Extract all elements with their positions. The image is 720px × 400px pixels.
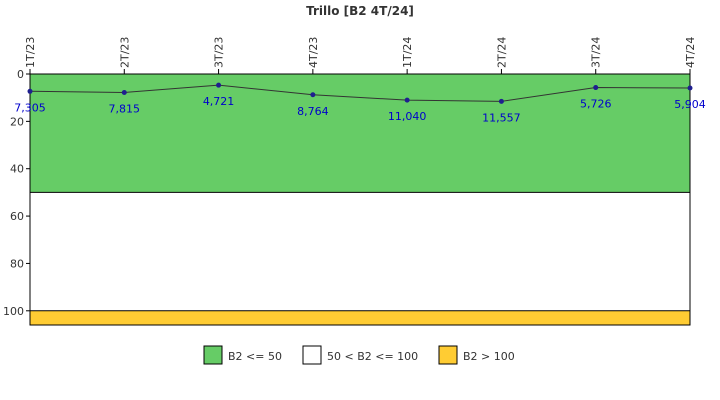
data-label: 7,305 <box>14 101 46 114</box>
x-tick-label: 4T/24 <box>684 37 697 68</box>
data-point <box>27 88 33 94</box>
band-1 <box>30 192 690 311</box>
legend-swatch <box>302 345 322 365</box>
x-tick-label: 3T/24 <box>590 37 603 68</box>
data-point <box>498 98 504 104</box>
y-axis: 0 20 40 60 80 100 <box>3 68 30 318</box>
y-tick-label: 20 <box>10 115 24 128</box>
band-2 <box>30 310 690 325</box>
legend: B2 <= 50 50 < B2 <= 100 B2 > 100 <box>203 345 515 365</box>
x-tick-label: 1T/23 <box>24 37 37 68</box>
x-tick-label: 2T/23 <box>118 37 131 68</box>
series-line <box>29 84 691 102</box>
legend-label: B2 <= 50 <box>228 350 282 363</box>
plot-frame <box>29 73 691 326</box>
x-tick-label: 4T/23 <box>307 37 320 68</box>
data-label: 5,904 <box>674 98 706 111</box>
legend-label: 50 < B2 <= 100 <box>327 350 418 363</box>
x-tick-label: 1T/24 <box>401 37 414 68</box>
bands <box>30 74 690 325</box>
series: 7,305 7,815 4,721 8,764 11,040 11,557 5,726 5,9… <box>14 82 706 124</box>
legend-swatch <box>438 345 458 365</box>
data-point <box>593 85 599 91</box>
data-label: 4,721 <box>203 95 235 108</box>
x-tick-label: 3T/23 <box>213 37 226 68</box>
band-0 <box>30 74 690 193</box>
data-label: 8,764 <box>297 105 329 118</box>
data-point <box>687 85 693 91</box>
data-point <box>121 90 127 96</box>
data-label: 7,815 <box>109 103 141 116</box>
data-label: 5,726 <box>580 98 612 111</box>
y-tick-label: 0 <box>17 68 24 81</box>
legend-swatch <box>203 345 223 365</box>
data-label: 11,557 <box>482 111 521 124</box>
data-point <box>404 97 410 103</box>
legend-label: B2 > 100 <box>463 350 515 363</box>
data-point <box>310 92 316 98</box>
y-tick-label: 60 <box>10 210 24 223</box>
x-axis: 1T/23 2T/23 3T/23 4T/23 1T/24 2T/24 3T/24 4T/24 <box>24 37 697 74</box>
data-point <box>216 82 222 88</box>
chart-title: Trillo [B2 4T/24] <box>306 4 414 18</box>
y-tick-label: 80 <box>10 257 24 270</box>
x-tick-label: 2T/24 <box>495 37 508 68</box>
y-tick-label: 40 <box>10 163 24 176</box>
data-label: 11,040 <box>388 110 427 123</box>
y-tick-label: 100 <box>3 305 24 318</box>
